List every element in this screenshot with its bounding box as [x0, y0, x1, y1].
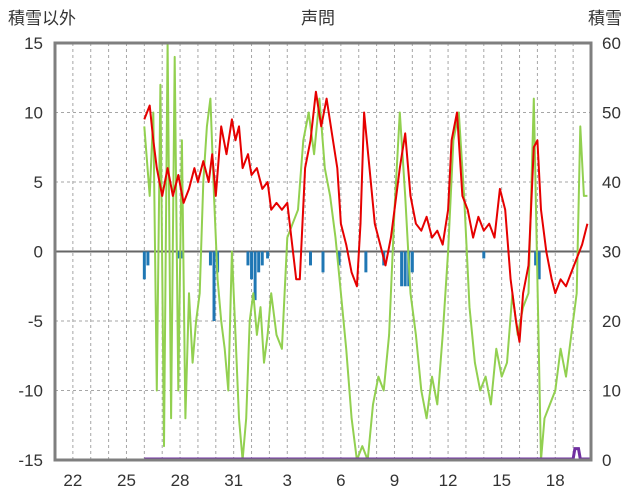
x-tick-label: 25	[117, 471, 136, 490]
precipitation-bar	[403, 251, 407, 287]
x-tick-label: 9	[390, 471, 399, 490]
precipitation-bar	[537, 251, 541, 280]
precipitation-bar	[246, 251, 250, 266]
left-tick-label: -10	[18, 382, 43, 401]
x-tick-label: 3	[283, 471, 292, 490]
precipitation-bar	[260, 251, 264, 266]
right-axis-label: 積雪	[588, 9, 622, 28]
precipitation-bar	[266, 251, 270, 259]
x-tick-label: 15	[492, 471, 511, 490]
precipitation-bar	[400, 251, 404, 287]
precipitation-bar	[146, 251, 150, 266]
precipitation-bar	[257, 251, 261, 273]
x-tick-label: 18	[546, 471, 565, 490]
x-tick-label: 31	[224, 471, 243, 490]
left-tick-label: -5	[28, 312, 43, 331]
precipitation-bar	[142, 251, 146, 280]
right-tick-label: 30	[602, 243, 621, 262]
right-tick-label: 0	[602, 451, 611, 470]
x-tick-label: 28	[171, 471, 190, 490]
left-axis-label: 積雪以外	[8, 9, 76, 28]
precipitation-bar	[253, 251, 257, 301]
x-tick-label: 12	[439, 471, 458, 490]
left-tick-label: 5	[34, 173, 43, 192]
precipitation-bar	[321, 251, 325, 273]
precipitation-bar	[364, 251, 368, 273]
precipitation-bar	[410, 251, 414, 273]
precipitation-bar	[212, 251, 216, 321]
plot-frame	[53, 41, 593, 462]
precipitation-bar	[250, 251, 254, 280]
left-tick-label: 0	[34, 243, 43, 262]
precipitation-bar	[208, 251, 212, 266]
right-tick-label: 60	[602, 34, 621, 53]
x-tick-label: 22	[63, 471, 82, 490]
precipitation-bar	[482, 251, 486, 259]
right-tick-label: 10	[602, 382, 621, 401]
chart-title: 声問	[301, 9, 335, 28]
right-tick-label: 40	[602, 173, 621, 192]
precipitation-bar	[337, 251, 341, 266]
precipitation-bar	[534, 251, 538, 266]
precipitation-bar	[309, 251, 312, 266]
temperature-series-line	[143, 90, 589, 343]
precipitation-bar	[180, 251, 184, 259]
left-tick-label: -15	[18, 451, 43, 470]
right-tick-label: 50	[602, 104, 621, 123]
left-tick-label: 15	[24, 34, 43, 53]
precipitation-bar	[176, 251, 180, 259]
x-tick-label: 6	[336, 471, 345, 490]
left-tick-label: 10	[24, 104, 43, 123]
right-tick-label: 20	[602, 312, 621, 331]
